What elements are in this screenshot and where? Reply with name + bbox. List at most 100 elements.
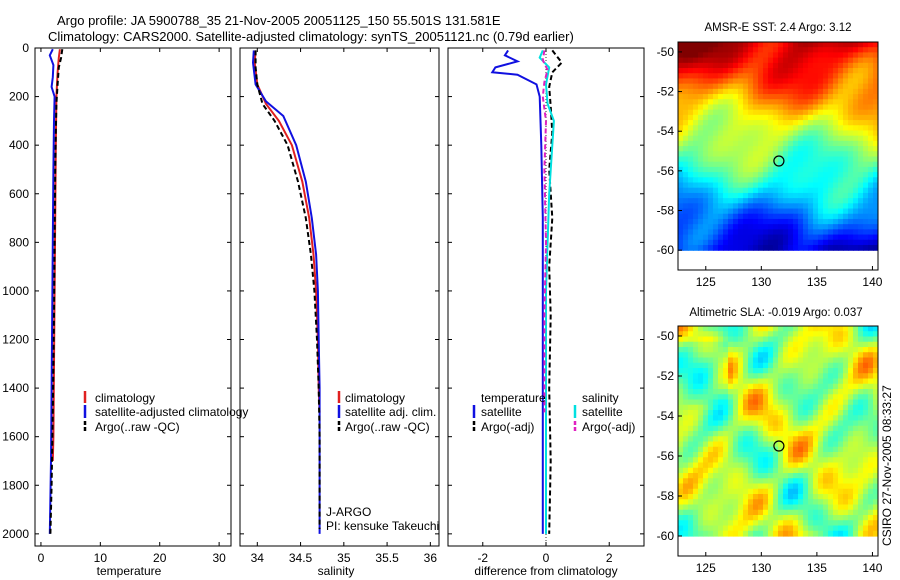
heatmap-cell: [833, 47, 839, 53]
heatmap-cell: [848, 483, 854, 490]
heatmap-cell: [723, 177, 729, 184]
heatmap-cell: [688, 42, 694, 48]
heatmap-cell: [748, 203, 754, 210]
heatmap-cell: [828, 208, 834, 215]
heatmap-cell: [863, 362, 869, 369]
heatmap-cell: [853, 88, 859, 95]
heatmap-cell: [748, 410, 754, 416]
heatmap-cell: [768, 135, 774, 142]
heatmap-cell: [873, 347, 878, 353]
heatmap-cell: [698, 378, 704, 385]
heatmap-cell: [808, 515, 814, 521]
heatmap-cell: [698, 125, 704, 132]
heatmap-cell: [843, 509, 849, 516]
heatmap-cell: [813, 341, 819, 348]
x-tick-label: 36: [424, 551, 438, 565]
heatmap-cell: [688, 52, 694, 59]
heatmap-cell: [683, 336, 689, 343]
heatmap-cell: [798, 88, 804, 95]
heatmap-cell: [843, 336, 849, 343]
heatmap-cell: [718, 156, 724, 163]
heatmap-cell: [728, 488, 734, 495]
heatmap-cell: [678, 378, 684, 385]
heatmap-cell: [848, 530, 854, 537]
heatmap-cell: [873, 125, 878, 132]
heatmap-cell: [788, 368, 794, 374]
heatmap-cell: [803, 399, 809, 406]
heatmap-cell: [793, 504, 799, 511]
heatmap-cell: [703, 140, 709, 147]
heatmap-cell: [848, 218, 854, 225]
heatmap-cell: [728, 229, 734, 236]
heatmap-cell: [833, 415, 839, 422]
heatmap-cell: [848, 120, 854, 126]
heatmap-cell: [703, 373, 709, 380]
heatmap-cell: [733, 452, 739, 458]
heatmap-cell: [788, 234, 794, 241]
heatmap-cell: [733, 99, 739, 106]
heatmap-cell: [768, 446, 774, 453]
heatmap-cell: [858, 42, 864, 48]
heatmap-cell: [783, 399, 789, 406]
heatmap-cell: [763, 352, 769, 359]
heatmap-cell: [758, 410, 764, 416]
heatmap-cell: [733, 140, 739, 147]
heatmap-cell: [863, 441, 869, 448]
heatmap-cell: [738, 83, 744, 90]
heatmap-cell: [833, 172, 839, 178]
heatmap-cell: [713, 473, 719, 479]
heatmap-cell: [683, 383, 689, 390]
heatmap-cell: [718, 520, 724, 527]
heatmap-cell: [828, 515, 834, 521]
heatmap-cell: [838, 68, 844, 74]
heatmap-cell: [688, 520, 694, 527]
heatmap-cell: [868, 146, 874, 152]
heatmap-cell: [698, 452, 704, 458]
heatmap-cell: [843, 420, 849, 427]
heatmap-cell: [693, 383, 699, 390]
heatmap-cell: [723, 483, 729, 490]
heatmap-cell: [798, 218, 804, 225]
heatmap-cell: [763, 457, 769, 464]
heatmap-cell: [873, 187, 878, 194]
heatmap-cell: [723, 83, 729, 90]
heatmap-cell: [863, 404, 869, 411]
heatmap-cell: [688, 373, 694, 380]
y-tick-label: 1400: [2, 381, 29, 395]
heatmap-cell: [718, 352, 724, 359]
heatmap-cell: [808, 368, 814, 374]
heatmap-cell: [708, 525, 714, 532]
heatmap-cell: [748, 357, 754, 364]
heatmap-cell: [793, 436, 799, 443]
heatmap-cell: [793, 404, 799, 411]
heatmap-cell: [718, 187, 724, 194]
heatmap-cell: [703, 135, 709, 142]
heatmap-cell: [718, 425, 724, 432]
heatmap-cell: [873, 441, 878, 448]
heatmap-cell: [783, 52, 789, 59]
heatmap-cell: [793, 341, 799, 348]
heatmap-cell: [843, 114, 849, 121]
heatmap-cell: [698, 420, 704, 427]
heatmap-cell: [768, 57, 774, 64]
heatmap-cell: [843, 525, 849, 532]
heatmap-cell: [828, 410, 834, 416]
heatmap-cell: [733, 441, 739, 448]
heatmap-cell: [713, 109, 719, 116]
heatmap-cell: [688, 73, 694, 80]
heatmap-cell: [713, 494, 719, 500]
heatmap-cell: [873, 383, 878, 390]
heatmap-cell: [833, 352, 839, 359]
heatmap-cell: [718, 347, 724, 353]
heatmap-cell: [853, 47, 859, 53]
heatmap-cell: [823, 125, 829, 132]
heatmap-cell: [788, 125, 794, 132]
heatmap-cell: [873, 431, 878, 437]
heatmap-cell: [858, 177, 864, 184]
argo-float-marker-sst: [773, 155, 785, 167]
heatmap-cell: [783, 331, 789, 338]
heatmap-cell: [863, 146, 869, 152]
heatmap-cell: [698, 83, 704, 90]
heatmap-cell: [863, 331, 869, 338]
heatmap-cell: [863, 431, 869, 437]
